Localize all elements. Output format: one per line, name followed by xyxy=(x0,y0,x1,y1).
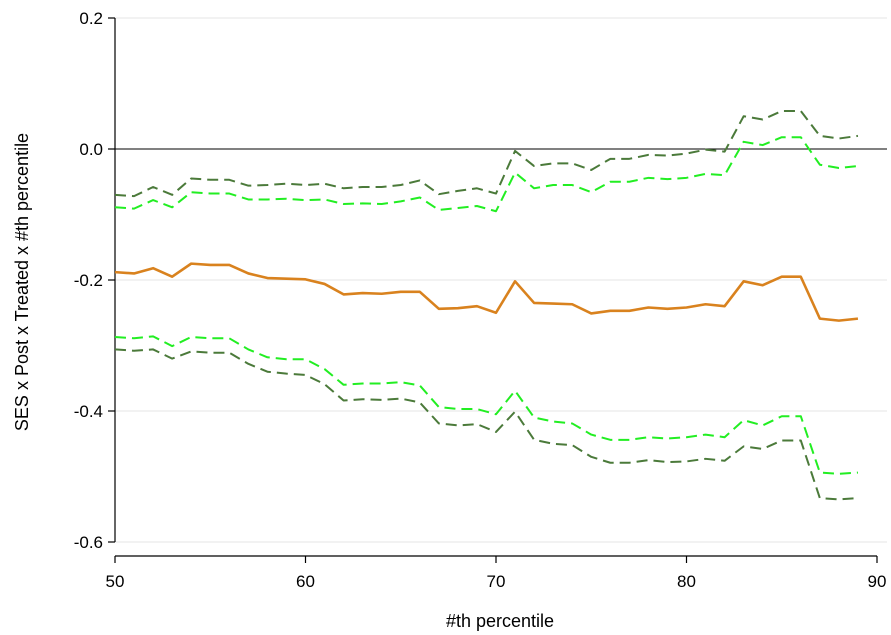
series-line-0 xyxy=(114,262,859,322)
x-tick-label-0: 50 xyxy=(106,572,125,591)
y-tick-label-0: -0.6 xyxy=(74,533,103,552)
tick-labels: -0.6 -0.4 -0.2 0.0 0.2 50 60 70 80 90 xyxy=(74,9,887,591)
y-tick-label-1: -0.4 xyxy=(74,402,103,421)
series-lines xyxy=(114,110,859,501)
x-tick-label-4: 90 xyxy=(868,572,887,591)
gridlines xyxy=(115,17,887,543)
series-line-2 xyxy=(114,335,859,475)
x-tick-label-3: 80 xyxy=(677,572,696,591)
x-tick-label-2: 70 xyxy=(487,572,506,591)
x-axis-title: #th percentile xyxy=(446,611,554,631)
series-line-3 xyxy=(114,110,859,198)
y-axis-title: SES x Post x Treated x #th percentile xyxy=(12,133,32,431)
y-tick-label-4: 0.2 xyxy=(79,9,103,28)
y-tick-label-2: -0.2 xyxy=(74,271,103,290)
series-line-4 xyxy=(114,348,859,501)
x-tick-label-1: 60 xyxy=(296,572,315,591)
y-tick-label-3: 0.0 xyxy=(79,140,103,159)
axes xyxy=(108,17,887,563)
